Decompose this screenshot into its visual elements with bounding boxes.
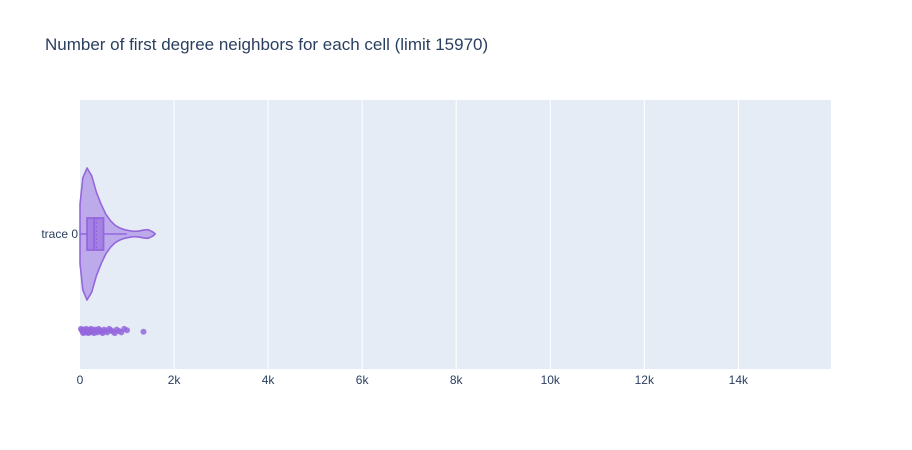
data-point xyxy=(124,327,131,334)
x-tick-label: 6k xyxy=(356,373,370,387)
y-axis-ticks: trace 0 xyxy=(41,227,78,241)
y-tick-label: trace 0 xyxy=(41,227,78,241)
x-axis-ticks: 0 2k 4k 6k 8k 10k 12k 14k xyxy=(77,373,749,387)
x-tick-label: 12k xyxy=(635,373,655,387)
x-tick-label: 0 xyxy=(77,373,84,387)
x-tick-label: 4k xyxy=(262,373,276,387)
x-tick-label: 14k xyxy=(729,373,749,387)
x-tick-label: 2k xyxy=(168,373,182,387)
x-tick-label: 10k xyxy=(541,373,561,387)
plot-area xyxy=(80,100,831,369)
data-point xyxy=(140,328,147,335)
box-iqr xyxy=(86,217,105,251)
x-tick-label: 8k xyxy=(450,373,464,387)
chart-title: Number of first degree neighbors for eac… xyxy=(45,35,488,54)
box-layer xyxy=(80,217,128,251)
gridlines xyxy=(173,100,739,369)
points-layer xyxy=(77,325,147,337)
